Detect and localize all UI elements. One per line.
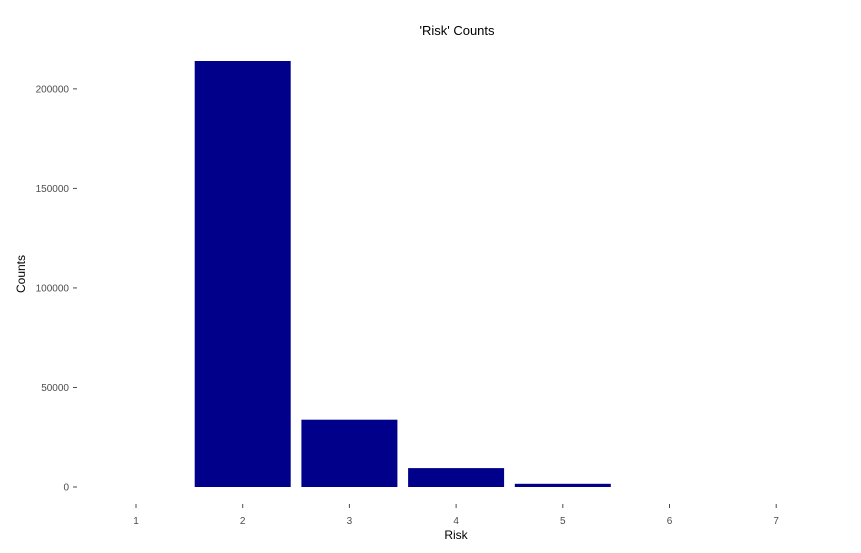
x-axis-title: Risk (444, 528, 468, 542)
x-tick-label: 6 (667, 516, 673, 527)
y-tick-label: 150000 (36, 184, 70, 195)
x-tick-label: 2 (240, 516, 246, 527)
y-axis-title: Counts (14, 255, 28, 293)
x-axis: 1 2 3 4 5 6 7 (133, 504, 779, 527)
x-tick-label: 1 (133, 516, 139, 527)
bar-risk-4 (408, 468, 505, 487)
y-tick-label: 100000 (36, 283, 70, 294)
bars (194, 61, 611, 487)
x-tick-label: 3 (347, 516, 353, 527)
y-axis: 0 50000 100000 150000 200000 (36, 84, 77, 494)
x-tick-label: 5 (560, 516, 566, 527)
bar-risk-5 (514, 483, 611, 487)
x-tick-label: 7 (773, 516, 779, 527)
y-tick-label: 50000 (41, 383, 69, 394)
x-tick-label: 4 (453, 516, 459, 527)
y-tick-label: 0 (63, 483, 69, 494)
bar-risk-3 (301, 419, 398, 487)
bar-risk-2 (194, 61, 291, 487)
chart-title: 'Risk' Counts (419, 23, 495, 38)
y-tick-label: 200000 (36, 84, 70, 95)
